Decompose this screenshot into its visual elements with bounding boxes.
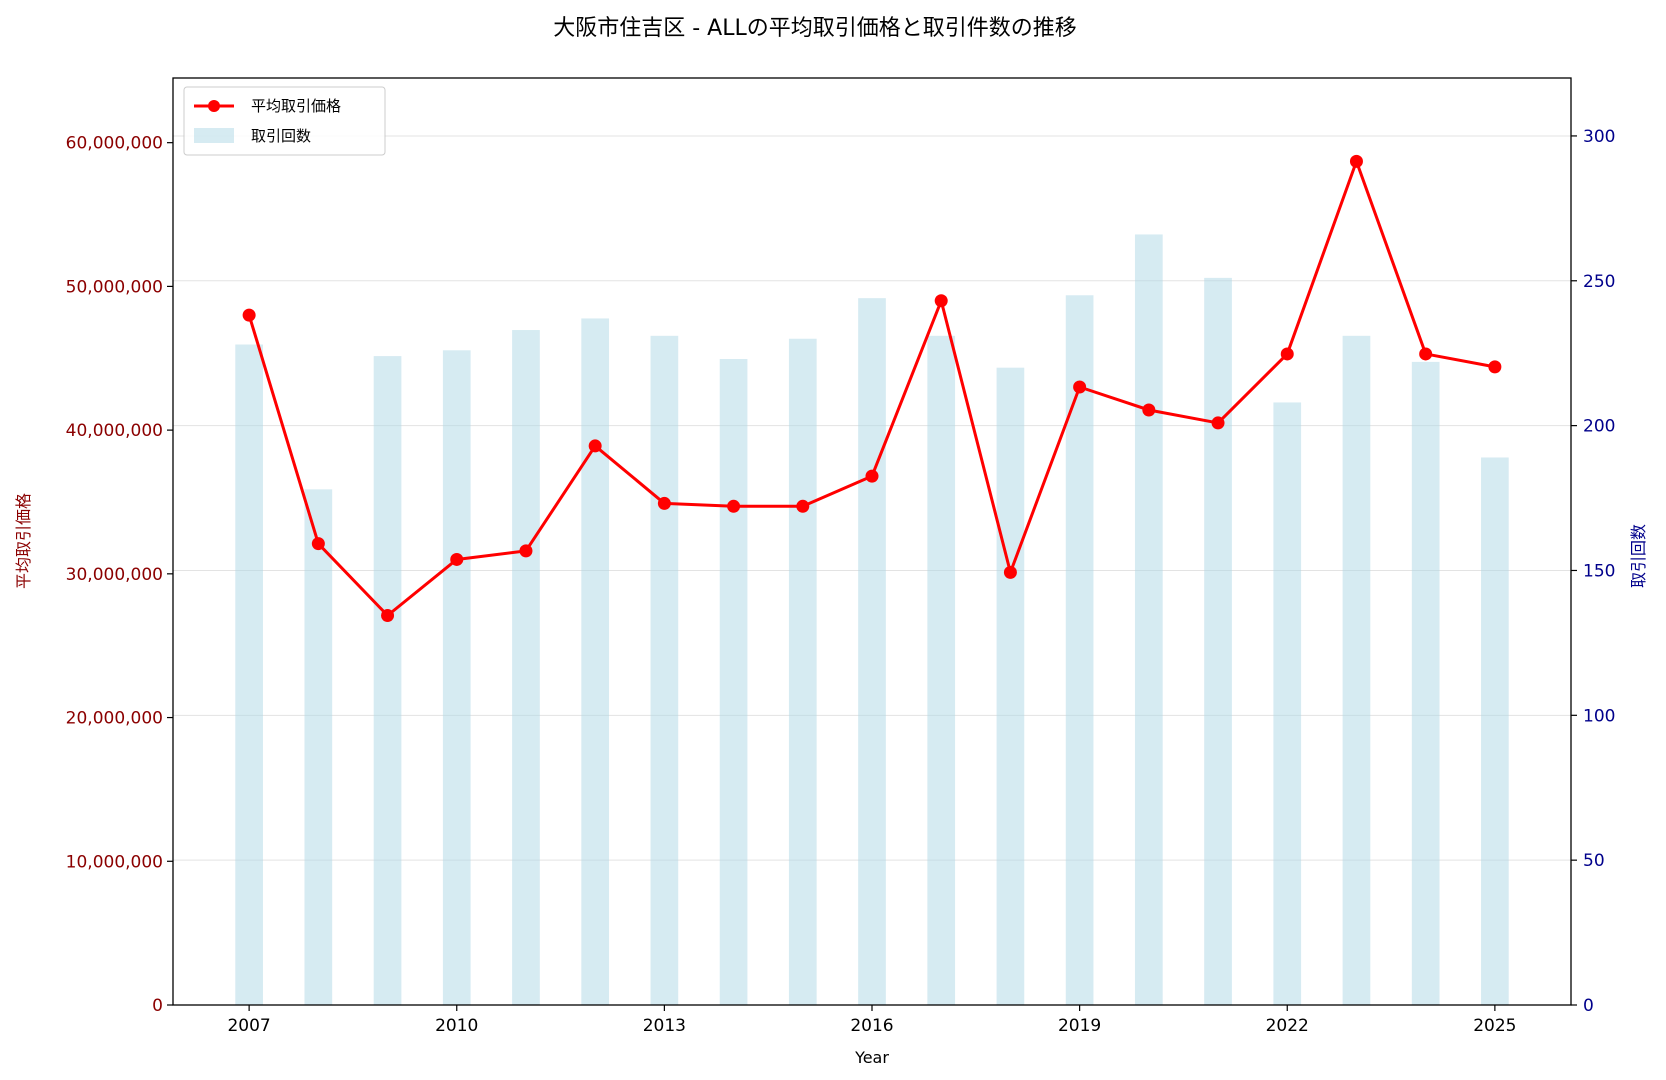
x-tick-label: 2025 [1473,1016,1516,1036]
legend-bar-swatch [194,128,234,143]
bar-2012 [581,318,610,1005]
price-point-2017 [934,294,948,308]
bar-2010 [442,350,471,1005]
x-tick-label: 2016 [850,1016,893,1036]
bar-2014 [719,358,748,1005]
legend-label-count: 取引回数 [251,127,311,145]
x-tick-label: 2022 [1266,1016,1309,1036]
legend-label-price: 平均取引価格 [251,97,341,115]
x-tick-label: 2010 [435,1016,478,1036]
x-tick-label: 2007 [227,1016,270,1036]
bar-2013 [650,335,679,1005]
legend-box [183,86,386,156]
price-point-2015 [796,499,810,513]
x-tick-label: 2019 [1058,1016,1101,1036]
bar-2011 [512,330,540,1005]
bar-2015 [788,338,817,1005]
price-point-2016 [865,469,879,483]
y-right-tick-label: 300 [1583,127,1615,147]
price-point-2013 [657,496,671,510]
price-point-2012 [588,439,602,453]
price-point-2011 [519,544,533,558]
bar-2017 [927,335,956,1005]
bar-2020 [1134,234,1163,1005]
bar-2022 [1273,402,1302,1005]
y-right-tick-label: 50 [1583,851,1605,871]
y-axis-left-title: 平均取引価格 [14,493,33,589]
legend: 平均取引価格 取引回数 [183,86,386,156]
price-point-2021 [1211,416,1225,430]
bar-2023 [1342,335,1371,1005]
price-point-2022 [1280,347,1294,361]
y-left-tick-label: 20,000,000 [66,709,163,729]
x-axis: 2007 2010 2013 2016 2019 2022 2025 [227,1005,1517,1036]
bar-2019 [1065,295,1094,1005]
y-axis-right: 0 50 100 150 200 250 300 [1571,127,1615,1016]
price-point-2010 [450,552,464,566]
chart-title: 大阪市住吉区 - ALLの平均取引価格と取引件数の推移 [553,16,1077,41]
line-series [242,154,1502,623]
price-point-2009 [381,609,395,623]
price-point-2023 [1349,154,1363,168]
y-right-tick-label: 200 [1583,417,1615,437]
y-right-tick-label: 0 [1583,996,1594,1016]
y-left-tick-label: 50,000,000 [66,277,163,297]
y-right-tick-label: 150 [1583,561,1615,581]
x-tick-label: 2013 [643,1016,686,1036]
y-axis-right-title: 取引回数 [1629,524,1648,588]
price-point-2019 [1073,380,1087,394]
bar-2021 [1204,277,1232,1005]
price-point-2008 [311,537,325,551]
bar-2016 [858,298,886,1006]
price-point-2020 [1142,403,1156,417]
y-axis-left: 0 10,000,000 20,000,000 30,000,000 40,000,00… [66,134,173,1016]
bar-series [235,234,1509,1006]
bar-2008 [304,489,333,1005]
y-left-tick-label: 0 [152,996,163,1016]
bar-2007 [235,344,263,1005]
y-left-tick-label: 10,000,000 [66,852,163,872]
y-left-tick-label: 40,000,000 [66,421,163,441]
price-point-2014 [727,499,741,513]
x-axis-title: Year [854,1048,889,1067]
price-point-2024 [1419,347,1433,361]
price-point-2025 [1488,360,1502,374]
legend-marker-swatch [208,100,220,112]
bar-2018 [996,367,1025,1005]
y-left-tick-label: 60,000,000 [66,134,163,154]
bar-2025 [1481,457,1509,1006]
price-point-2018 [1003,565,1017,579]
bar-2009 [373,356,402,1006]
price-point-2007 [242,308,256,322]
y-left-tick-label: 30,000,000 [66,565,163,585]
bar-2024 [1411,361,1440,1005]
y-right-tick-label: 100 [1583,706,1615,726]
y-right-tick-label: 250 [1583,272,1615,292]
